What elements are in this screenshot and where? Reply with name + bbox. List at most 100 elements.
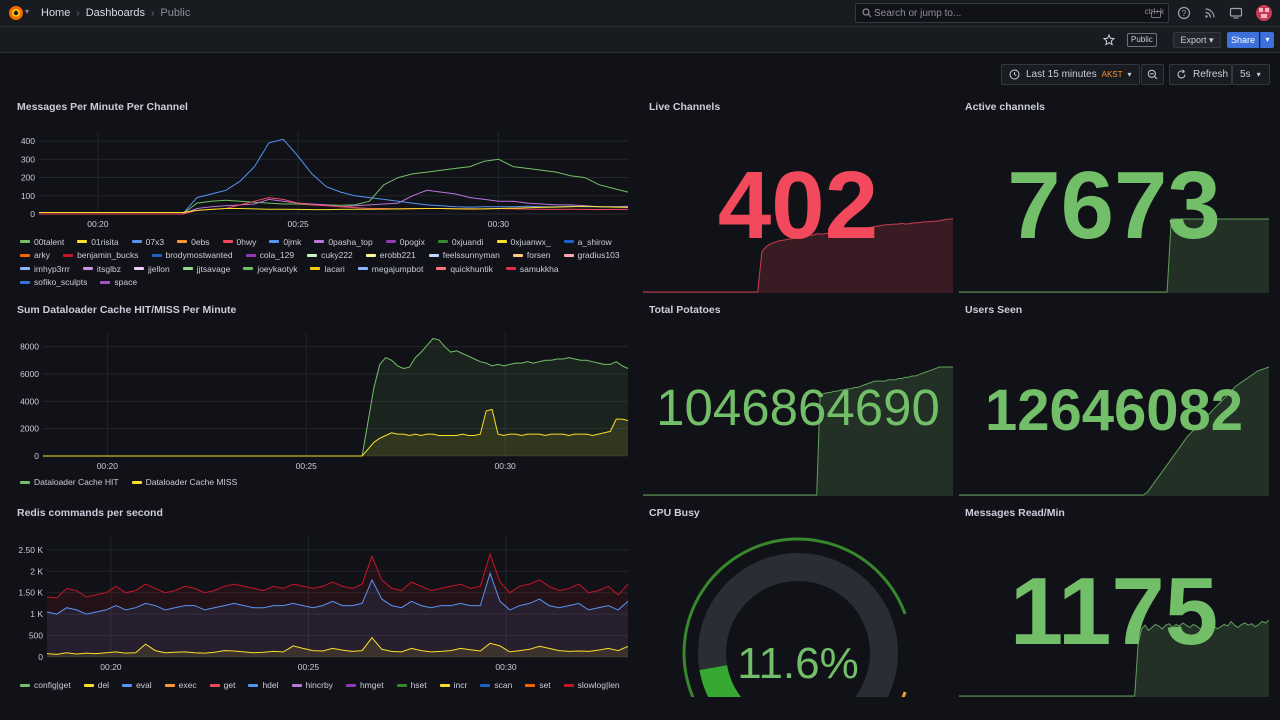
refresh-interval-picker[interactable]: 5s ▾ xyxy=(1232,64,1270,85)
legend-item[interactable]: config|get xyxy=(20,678,71,692)
y-tick-label: 2.50 K xyxy=(18,545,43,555)
cpu-busy-value: 11.6% xyxy=(737,639,859,688)
legend-item[interactable]: hdel xyxy=(248,678,279,692)
total-potatoes-sparkline xyxy=(643,366,953,496)
dataloader-chart[interactable]: 8000 6000 4000 2000 0 00:20 00:25 00:30 xyxy=(17,329,632,471)
legend-item[interactable]: erobb221 xyxy=(365,250,416,262)
sparkline-area xyxy=(959,367,1269,496)
legend-item[interactable]: hincrby xyxy=(291,678,333,692)
legend-item[interactable]: 0jmk xyxy=(269,236,301,248)
zoom-out-button[interactable] xyxy=(1141,64,1164,85)
legend-item[interactable]: arky xyxy=(20,250,50,262)
legend-item[interactable]: 0xjuanwx_ xyxy=(496,236,551,248)
gauge-value-arc xyxy=(699,664,742,697)
breadcrumb-dashboards[interactable]: Dashboards xyxy=(85,7,146,19)
chevron-down-icon[interactable]: ▾ xyxy=(25,7,30,16)
legend-item[interactable]: 01risita xyxy=(77,236,119,248)
legend-item[interactable]: cola_129 xyxy=(245,250,294,262)
legend-item[interactable]: quickhuntik xyxy=(436,263,493,275)
refresh-button[interactable]: Refresh xyxy=(1169,64,1232,85)
legend-swatch xyxy=(310,267,321,271)
sparkline-line xyxy=(643,218,953,293)
legend-item[interactable]: jjellon xyxy=(134,263,170,275)
legend-item[interactable]: cuky222 xyxy=(307,250,353,262)
legend-label: 0xjuandi xyxy=(451,236,484,247)
legend-label: jjtsavage xyxy=(196,263,231,274)
series-line xyxy=(43,408,629,457)
legend-label: 0ebs xyxy=(191,236,210,247)
legend-item[interactable]: incr xyxy=(439,678,467,692)
legend-item[interactable]: space xyxy=(100,277,137,289)
legend-item[interactable]: set xyxy=(525,678,551,692)
x-tick-label: 00:25 xyxy=(288,219,310,228)
legend-item[interactable]: hmget xyxy=(345,678,384,692)
clock-icon xyxy=(1009,69,1020,80)
legend-label: Dataloader Cache MISS xyxy=(145,477,238,487)
time-range-picker[interactable]: Last 15 minutes AKST ▾ xyxy=(1001,64,1140,85)
legend-item[interactable]: joeykaotyk xyxy=(243,263,297,275)
legend-item[interactable]: benjamin_bucks xyxy=(63,250,139,262)
legend-item[interactable]: a_shirow xyxy=(563,236,612,248)
panel-users-seen: Users Seen 12646082 xyxy=(959,304,1269,496)
legend-item[interactable]: Dataloader Cache MISS xyxy=(131,475,238,489)
legend-label: itsglbz xyxy=(96,263,121,274)
legend-item[interactable]: samukkha xyxy=(505,263,559,275)
timezone-label: AKST xyxy=(1101,70,1123,79)
legend-item[interactable]: jjtsavage xyxy=(182,263,231,275)
legend-label: del xyxy=(97,680,110,690)
legend-item[interactable]: 0ebs xyxy=(177,236,210,248)
legend-swatch xyxy=(512,253,523,257)
legend-item[interactable]: scan xyxy=(480,678,512,692)
news-icon[interactable] xyxy=(1203,6,1217,20)
legend-item[interactable]: megajumpbot xyxy=(357,263,423,275)
legend-item[interactable]: hset xyxy=(396,678,427,692)
legend-label: hincrby xyxy=(305,680,333,690)
y-tick-label: 2000 xyxy=(20,424,39,434)
share-button[interactable]: Share xyxy=(1227,32,1259,48)
panel-dataloader-cache: Sum Dataloader Cache HIT/MISS Per Minute… xyxy=(17,304,632,494)
legend-item[interactable]: slowlog|len xyxy=(563,678,620,692)
export-button[interactable]: Export ▾ xyxy=(1173,32,1221,48)
legend-label: 0hwy xyxy=(236,236,257,247)
search-box[interactable]: ctrl+k xyxy=(855,3,1169,23)
legend-item[interactable]: 0pogix xyxy=(385,236,425,248)
panel-redis-commands: Redis commands per second 2.50 K 2 K 1.50 … xyxy=(17,507,632,697)
legend-item[interactable]: itsglbz xyxy=(82,263,121,275)
legend-item[interactable]: 0pasha_top xyxy=(314,236,373,248)
legend-item[interactable]: forsen xyxy=(512,250,551,262)
legend-item[interactable]: del xyxy=(83,678,110,692)
legend-item[interactable]: feelssunnyman xyxy=(428,250,500,262)
legend-item[interactable]: 07x3 xyxy=(131,236,164,248)
legend-item[interactable]: exec xyxy=(164,678,197,692)
search-shortcut: ctrl+k xyxy=(1145,7,1164,18)
legend-item[interactable]: 0hwy xyxy=(222,236,257,248)
search-input[interactable] xyxy=(874,6,1104,20)
legend-swatch xyxy=(77,240,88,244)
avatar[interactable] xyxy=(1256,5,1272,21)
redis-chart[interactable]: 2.50 K 2 K 1.50 K 1 K 500 0 00:20 00:25 00:30 xyxy=(17,533,632,675)
legend-swatch xyxy=(563,253,574,257)
grafana-logo-icon[interactable] xyxy=(8,5,24,21)
legend-item[interactable]: sofiko_sculpts xyxy=(20,277,87,289)
legend-swatch xyxy=(437,240,448,244)
legend-item[interactable]: Dataloader Cache HIT xyxy=(20,475,119,489)
legend-item[interactable]: 00talent xyxy=(20,236,64,248)
share-menu-chevron-icon[interactable]: ▾ xyxy=(1260,32,1274,48)
kiosk-icon[interactable] xyxy=(1229,6,1243,20)
breadcrumb-home[interactable]: Home xyxy=(41,7,71,19)
legend-item[interactable]: imhyp3rrr xyxy=(20,263,70,275)
chevron-right-icon: › xyxy=(151,7,155,19)
legend-swatch xyxy=(20,280,30,284)
legend-item[interactable]: gradius103 xyxy=(563,250,620,262)
legend-item[interactable]: get xyxy=(209,678,235,692)
legend-item[interactable]: eval xyxy=(122,678,152,692)
legend-item[interactable]: 0xjuandi xyxy=(437,236,484,248)
legend-item[interactable]: lacari xyxy=(310,263,345,275)
messages-chart[interactable]: 400 300 200 100 0 00:20 00:25 00:30 xyxy=(17,128,632,228)
legend-swatch xyxy=(436,267,447,271)
active-channels-value: 7673 xyxy=(1007,152,1221,259)
x-tick-label: 00:30 xyxy=(488,219,510,228)
star-icon[interactable] xyxy=(1103,34,1115,46)
help-icon[interactable]: ? xyxy=(1177,6,1191,20)
legend-item[interactable]: brodymostwanted xyxy=(151,250,233,262)
